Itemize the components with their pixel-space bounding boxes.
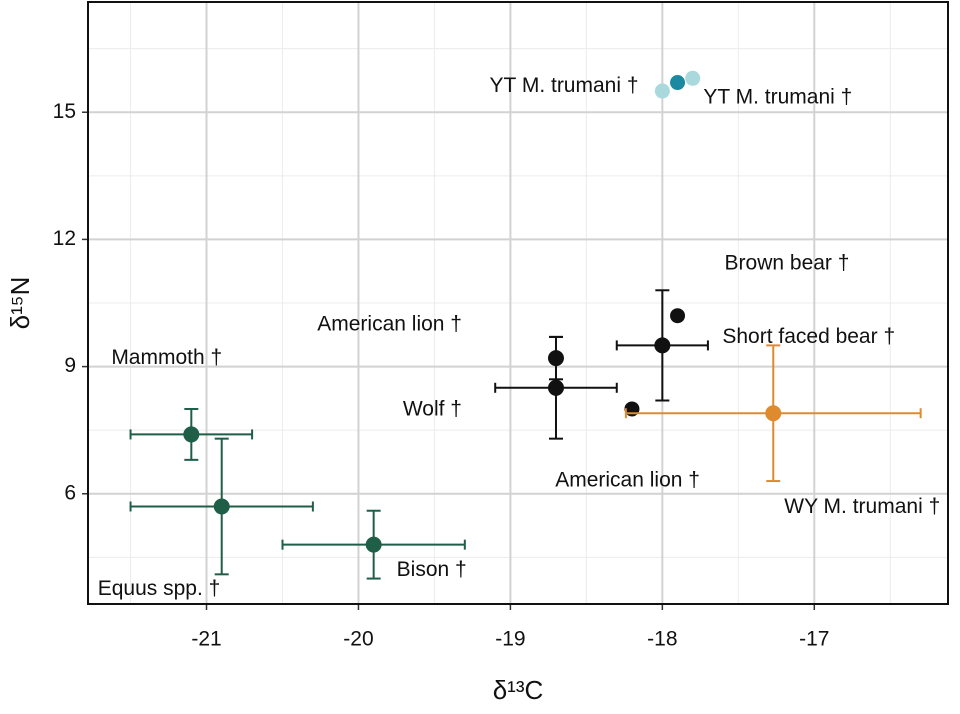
series-label: Wolf †	[403, 397, 462, 420]
plot-frame	[87, 1, 949, 605]
series-label: American lion †	[317, 313, 462, 336]
x-tick-label: -17	[799, 628, 829, 651]
point	[365, 536, 382, 553]
point	[765, 405, 782, 422]
x-tick-label: -18	[647, 628, 677, 651]
series-label: YT M. trumani †	[490, 74, 639, 97]
series-label: YT M. trumani †	[703, 86, 852, 109]
y-tick-label: 12	[53, 227, 76, 250]
point	[183, 426, 200, 443]
y-tick-label: 15	[53, 100, 76, 123]
series-label: Equus spp. †	[98, 577, 221, 600]
y-tick-label: 9	[64, 354, 76, 377]
series-label: Brown bear †	[725, 251, 850, 274]
x-tick-label: -21	[191, 628, 221, 651]
series-label: Bison †	[397, 558, 467, 581]
point	[670, 75, 686, 91]
point	[670, 308, 686, 324]
x-tick-label: -19	[495, 628, 525, 651]
x-axis-label: δ¹³C	[493, 675, 544, 705]
point	[654, 83, 670, 99]
point	[654, 337, 671, 354]
x-tick-label: -20	[343, 628, 373, 651]
y-tick-label: 6	[64, 481, 76, 504]
point	[213, 498, 230, 515]
y-axis-label: δ¹⁵N	[5, 277, 35, 330]
series-label: WY M. trumani †	[784, 495, 940, 518]
series-label: Mammoth †	[111, 346, 222, 369]
point	[685, 70, 701, 86]
series-label: American lion †	[555, 469, 700, 492]
point	[547, 379, 564, 396]
series-label: Short faced bear †	[722, 325, 895, 348]
